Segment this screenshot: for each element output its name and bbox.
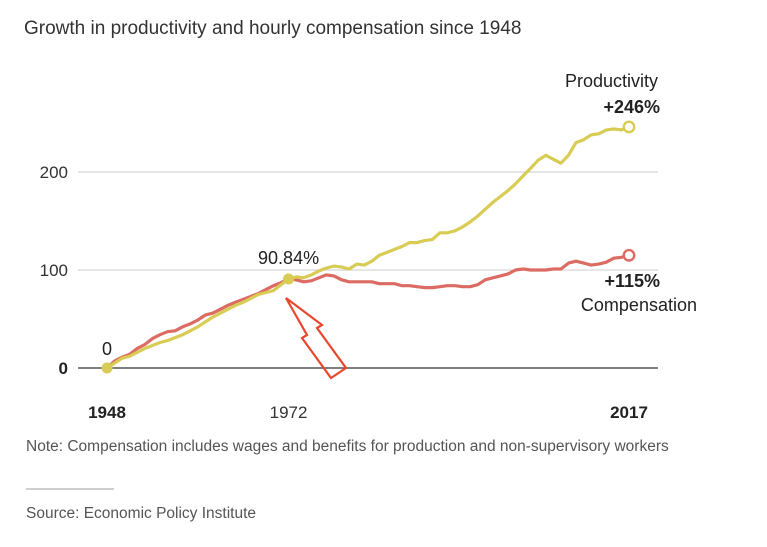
series-line-productivity	[105, 125, 631, 370]
series-line-compensation	[105, 253, 631, 370]
x-tick-label: 2017	[610, 403, 648, 422]
compensation-label: Compensation	[581, 295, 697, 315]
productivity-value-label: +246%	[603, 97, 660, 117]
annotation-1972-value: 90.84%	[258, 248, 319, 268]
y-tick-label: 200	[40, 163, 68, 182]
annotation-start-value: 0	[102, 339, 112, 359]
gridlines	[78, 171, 658, 369]
series-lines	[105, 125, 631, 370]
productivity-label: Productivity	[565, 71, 658, 91]
chart-note: Note: Compensation includes wages and be…	[26, 438, 669, 455]
x-tick-label: 1972	[270, 403, 308, 422]
end-marker-compensation	[622, 248, 636, 262]
annotations: 0 90.84% Productivity +246% +115% Compensatio…	[102, 71, 697, 359]
x-tick-labels: 1948 1972 2017	[88, 403, 648, 422]
chart-title: Growth in productivity and hourly compen…	[24, 18, 522, 39]
y-tick-labels: 0 100 200	[40, 163, 68, 378]
divider	[26, 488, 114, 490]
x-tick-label: 1948	[88, 403, 126, 422]
compensation-value-label: +115%	[604, 271, 660, 291]
endpoint-markers	[101, 120, 636, 374]
end-marker-productivity	[622, 120, 636, 134]
line-chart: 0 100 200 1948 1972 2017 0 90.84% Productivity…	[40, 71, 697, 422]
dot-1972	[283, 273, 295, 285]
y-tick-label: 0	[59, 359, 68, 378]
chart-source: Source: Economic Policy Institute	[26, 505, 257, 522]
start-dot	[101, 362, 113, 374]
callout-arrow	[285, 297, 348, 380]
y-tick-label: 100	[40, 261, 68, 280]
